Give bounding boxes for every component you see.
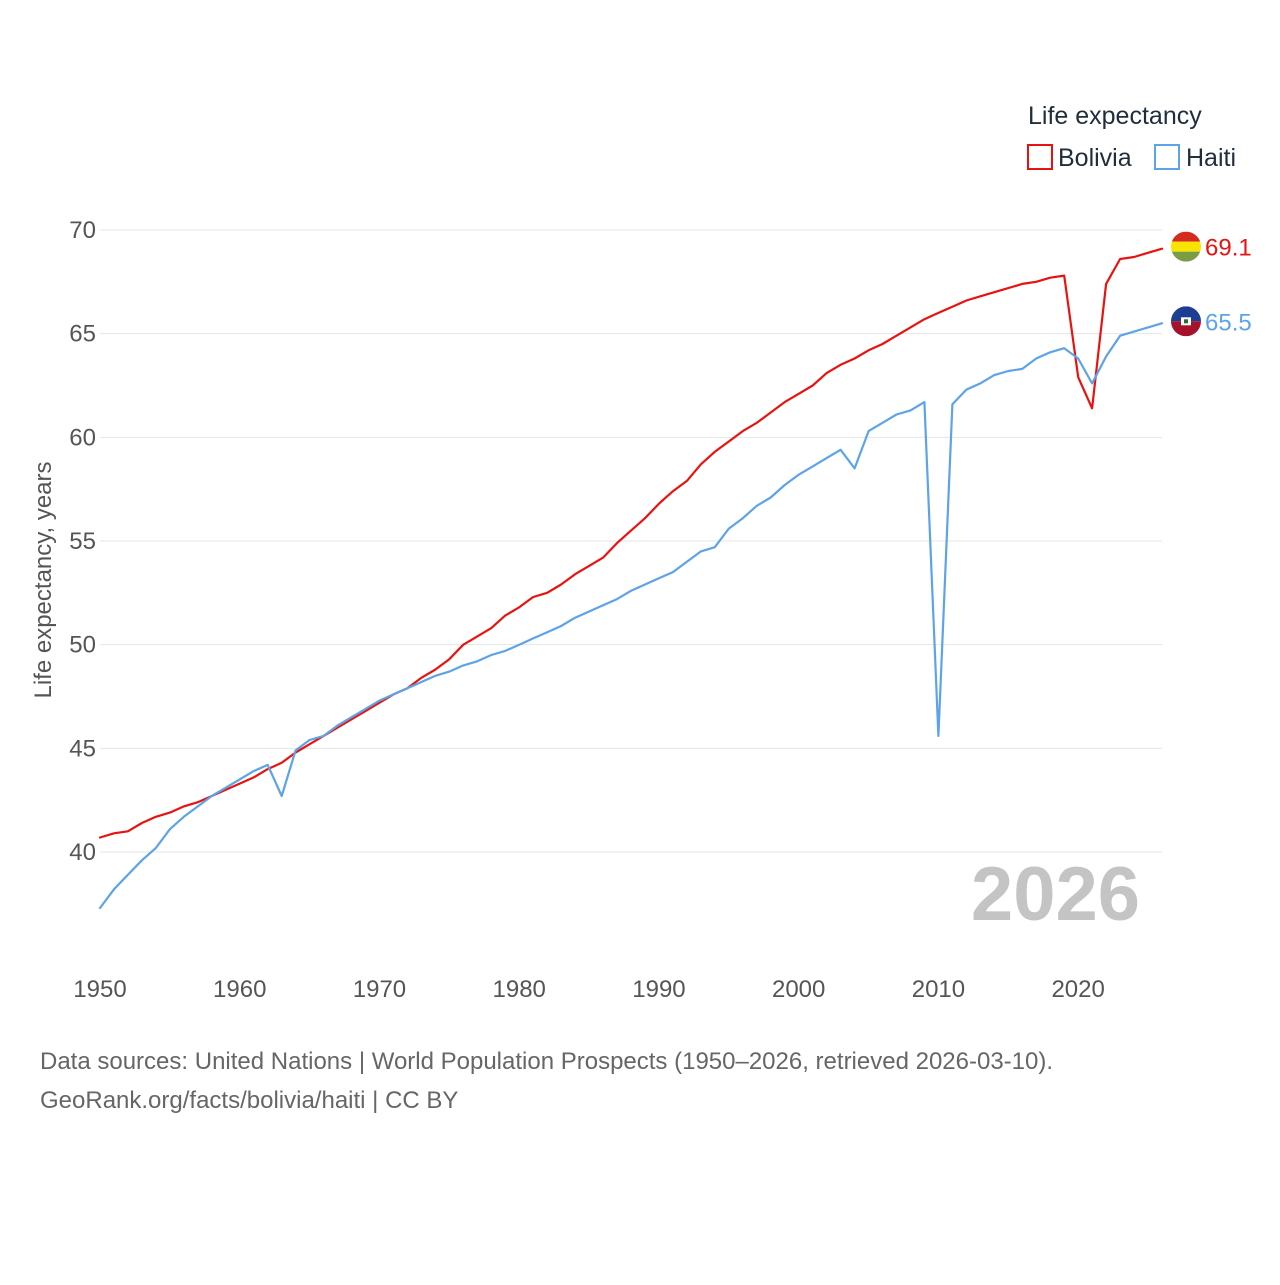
series-lines [98,247,1164,910]
legend: Life expectancy Bolivia Haiti [1027,102,1236,172]
end-value-haiti: 65.5 [1205,309,1252,336]
haiti-flag-emblem [1184,319,1188,324]
source-attribution: GeoRank.org/facts/bolivia/haiti | CC BY [40,1087,458,1114]
haiti-flag-red-band [1171,321,1201,337]
series-line-bolivia [98,247,1164,839]
y-tick-label-60: 60 [69,424,96,451]
x-tick-label-1970: 1970 [353,976,406,1003]
y-axis-ticks: 40 45 50 55 60 65 70 [69,217,96,866]
y-tick-label-50: 50 [69,632,96,659]
legend-item-haiti[interactable]: Haiti [1154,144,1236,172]
y-tick-label-55: 55 [69,528,96,555]
series-line-haiti [98,322,1164,910]
x-tick-label-2000: 2000 [772,976,825,1003]
legend-swatch-bolivia [1027,144,1053,170]
series-end-markers: 69.1 65.5 [1171,231,1252,337]
gridlines [100,229,1162,853]
end-value-bolivia: 69.1 [1205,235,1252,262]
bolivia-flag-green-band [1171,251,1201,262]
x-tick-label-2010: 2010 [912,976,965,1003]
legend-label-haiti: Haiti [1186,144,1236,172]
x-tick-label-1990: 1990 [632,976,685,1003]
legend-swatch-haiti [1154,144,1180,170]
legend-label-bolivia: Bolivia [1058,144,1132,172]
haiti-flag-icon [1171,306,1201,337]
haiti-flag-blue-band [1171,306,1201,322]
bolivia-flag-icon [1171,231,1201,262]
x-tick-label-1960: 1960 [213,976,266,1003]
y-tick-label-65: 65 [69,321,96,348]
year-watermark: 2026 [971,852,1140,937]
y-tick-label-40: 40 [69,839,96,866]
y-tick-label-45: 45 [69,735,96,762]
bolivia-flag-red-band [1171,231,1201,242]
x-axis-ticks: 1950 1960 1970 1980 1990 2000 2010 2020 [73,976,1105,1003]
y-tick-label-70: 70 [69,217,96,244]
x-tick-label-1980: 1980 [493,976,546,1003]
bolivia-flag-yellow-band [1171,241,1201,252]
legend-title: Life expectancy [1028,102,1202,130]
x-tick-label-1950: 1950 [73,976,126,1003]
source-text: Data sources: United Nations | World Pop… [40,1048,1053,1075]
legend-item-bolivia[interactable]: Bolivia [1027,144,1132,172]
x-tick-label-2020: 2020 [1051,976,1104,1003]
y-axis-title: Life expectancy, years [30,461,57,698]
